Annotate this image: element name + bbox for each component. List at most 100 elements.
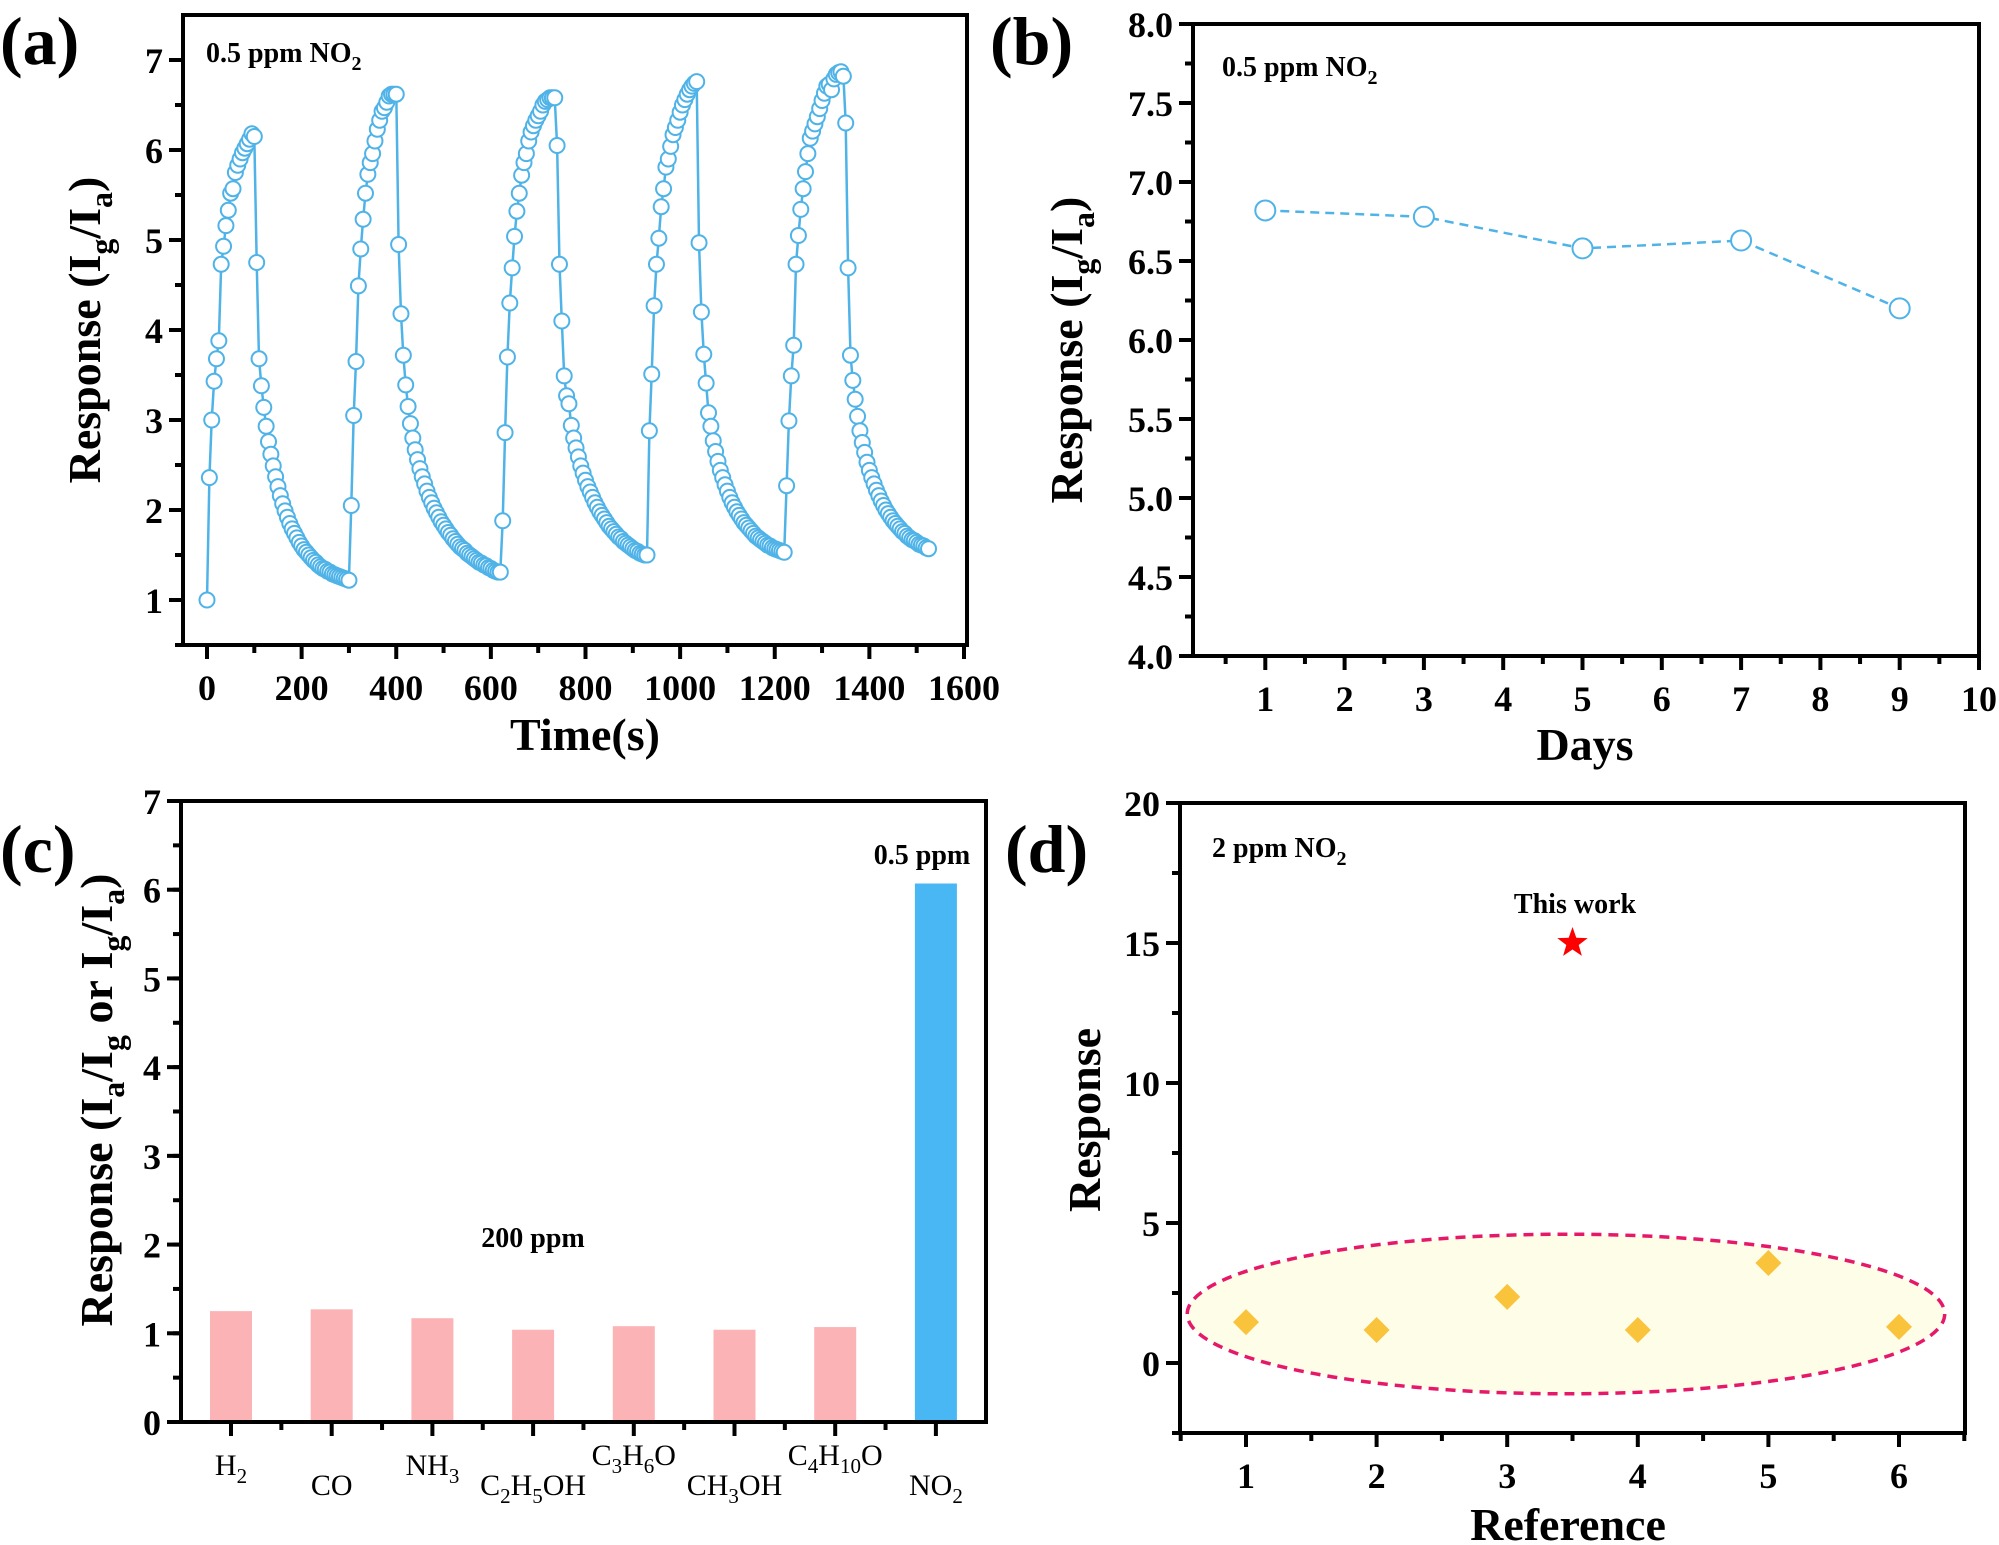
panel-c-ytick-label: 7	[143, 782, 161, 822]
panel-a-ytick-label: 7	[145, 41, 163, 81]
panel-a-point	[688, 73, 706, 91]
panel-c-ytick-label: 1	[143, 1314, 161, 1354]
panel-b-xtick-label: 10	[1961, 679, 1997, 719]
panel-label-c: (c)	[0, 811, 75, 887]
panel-a-point	[692, 303, 710, 321]
panel-d-annotation: 2 ppm NO2	[1212, 833, 1346, 870]
panel-b-ytick-label: 6.5	[1128, 242, 1173, 282]
panel-label-b: (b)	[990, 3, 1073, 79]
panel-a-point	[787, 255, 805, 273]
panel-a-point	[491, 563, 509, 581]
panel-a-point	[245, 128, 263, 145]
panel-a-point	[846, 390, 864, 408]
panel-c-ytick-label: 0	[143, 1403, 161, 1443]
panel-b-ytick-label: 7.5	[1128, 84, 1173, 124]
panel-a-xtick-label: 1000	[644, 668, 716, 708]
panel-a-xtick-label: 600	[464, 668, 518, 708]
panel-a-ytick-label: 1	[145, 581, 163, 621]
panel-b-ylabel: Response (Ig/Ia)	[1041, 197, 1101, 504]
panel-a-point	[920, 540, 938, 558]
panel-a-point	[652, 198, 670, 216]
panel-a-point	[643, 365, 661, 383]
panel-b-ytick-label: 5.5	[1128, 400, 1173, 440]
panel-a-point	[782, 367, 800, 385]
panel-a-point	[506, 227, 524, 245]
panel-a-point	[780, 412, 798, 430]
panel-d-xtick-label: 2	[1368, 1456, 1386, 1496]
panel-a-point	[349, 277, 367, 295]
panel-d-ytick-label: 5	[1142, 1204, 1160, 1244]
panel-c-ylabel: Response (Ia/Ig or Ig/Ia)	[71, 874, 131, 1327]
panel-c-category-label: C2H5OH	[480, 1469, 586, 1508]
panel-a-xtick-label: 1400	[833, 668, 905, 708]
panel-d-reference-point	[1886, 1313, 1912, 1340]
panel-c-bar	[310, 1309, 353, 1422]
panel-a-point	[645, 297, 663, 315]
panel-c-frame	[179, 799, 988, 1424]
panel-c-bar	[914, 883, 957, 1422]
panel-a-xtick-label: 1600	[928, 668, 1000, 708]
panel-b-annotation: 0.5 ppm NO2	[1222, 52, 1377, 89]
panel-a-point	[508, 202, 526, 220]
panel-a-point	[778, 477, 796, 495]
panel-b-ytick-label: 7.0	[1128, 163, 1173, 203]
panel-b-ytick-label: 5.0	[1128, 479, 1173, 519]
panel-c-annotation-200ppm: 200 ppm	[481, 1223, 584, 1254]
panel-a-point	[212, 255, 230, 273]
panel-b-frame	[1191, 22, 1981, 658]
panel-a-point	[340, 571, 358, 589]
panel-a-point	[392, 305, 410, 323]
panel-d-ytick-label: 15	[1124, 924, 1160, 964]
panel-a-point	[354, 210, 372, 228]
panel-a-point	[205, 372, 223, 390]
panel-b-xtick-label: 3	[1415, 679, 1433, 719]
panel-a-point	[401, 415, 419, 433]
panel-a-point	[640, 422, 658, 440]
panel-c-category-label: CO	[311, 1469, 353, 1502]
panel-d-reference-point	[1624, 1316, 1651, 1343]
panel-c-ytick-label: 5	[143, 959, 161, 999]
panel-a-point	[397, 376, 415, 394]
panel-a-point	[695, 345, 713, 363]
panel-c-ytick-label: 6	[143, 871, 161, 911]
panel-a-ytick-label: 4	[145, 311, 163, 351]
panel-d-star-label: This work	[1514, 889, 1637, 920]
panel-a-point	[203, 411, 221, 429]
panel-a-point	[347, 353, 365, 370]
panel-a-point	[792, 200, 810, 218]
panel-a-point	[841, 346, 859, 364]
panel-a-point	[797, 163, 815, 181]
panel-a-point	[655, 180, 673, 198]
panel-c-ytick-label: 3	[143, 1137, 161, 1177]
panel-b-series-line	[1265, 209, 1901, 310]
panel-d-reference-point	[1755, 1250, 1782, 1277]
panel-d-reference-point	[1363, 1316, 1390, 1343]
panel-d-reference-point	[1494, 1283, 1521, 1310]
panel-a-point	[700, 404, 718, 422]
panel-b-ytick-label: 6.0	[1128, 321, 1173, 361]
panel-a-point	[219, 201, 237, 219]
panel-a-point	[839, 259, 857, 277]
panel-d-axes: 0 5 10 15 20 1 2 3 4 5 6	[1124, 784, 1967, 1496]
panel-b-data	[1254, 199, 1911, 320]
panel-c-category-label: H2	[215, 1449, 247, 1488]
panel-a-point	[501, 294, 519, 312]
panel-a-point	[799, 145, 817, 163]
panel-c-bar	[512, 1329, 555, 1422]
panel-d-highlight	[1185, 1232, 1947, 1396]
panel-d-xtick-label: 4	[1629, 1456, 1647, 1496]
panel-a-ytick-label: 5	[145, 221, 163, 261]
panel-a-point	[546, 89, 564, 107]
panel-d-xtick-label: 1	[1237, 1456, 1255, 1496]
panel-a-ytick-label: 2	[145, 491, 163, 531]
panel-a-response-time: (a) 1 2 3 4 5 6 7 0 200 400 600 800 1000 1200 1400 1600…	[0, 3, 1000, 760]
panel-a-xtick-label: 800	[559, 668, 613, 708]
panel-a-point	[789, 227, 807, 244]
panel-a-point	[200, 469, 218, 487]
panel-b-axes: 4.0 4.5 5.0 5.5 6.0 6.5 7.0 7.5 8.0 1 2 3 4 5 6 7 8 9 10	[1128, 5, 1997, 719]
panel-a-point	[785, 336, 803, 354]
panel-a-data	[198, 63, 938, 609]
panel-a-annotation: 0.5 ppm NO2	[206, 38, 361, 75]
panel-a-point	[248, 254, 266, 271]
panel-b-point	[1730, 229, 1753, 252]
